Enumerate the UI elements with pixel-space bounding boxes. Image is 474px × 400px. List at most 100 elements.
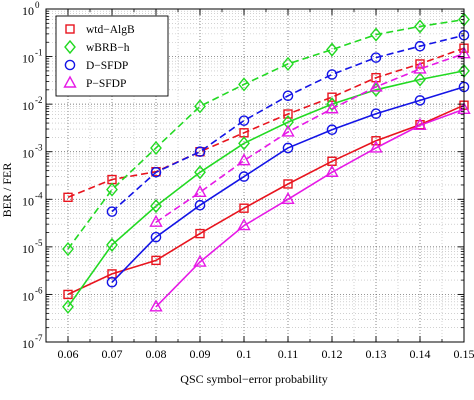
data-point [369, 140, 383, 153]
data-point [282, 90, 294, 102]
data-point [149, 214, 163, 227]
series-circle-fer [106, 29, 470, 217]
data-point [63, 289, 73, 300]
legend-label: P−SFDP [86, 78, 126, 90]
plot-frame [45, 8, 465, 343]
data-point [149, 299, 163, 312]
data-point [370, 27, 382, 42]
data-point [413, 61, 427, 74]
data-point [415, 59, 425, 69]
data-point [237, 153, 251, 166]
y-tick-label-exponent: -6 [35, 285, 43, 295]
series-circle-ber [106, 81, 470, 288]
series-layer [62, 12, 471, 314]
y-tick-label-base: 10 [22, 52, 34, 66]
series-line [155, 52, 465, 223]
data-point [282, 142, 294, 154]
series-line [111, 34, 465, 213]
series-line [67, 18, 465, 250]
data-point [370, 52, 382, 63]
legend: wtd−AlgB wBRB−h D−SFDP P−SFDP [55, 15, 169, 97]
series-line [155, 108, 465, 308]
y-axis-label: BER / FER [0, 163, 14, 218]
data-point [283, 109, 293, 119]
data-point [326, 124, 338, 136]
series-line [67, 70, 465, 308]
series-line [67, 104, 465, 296]
y-tick-label-exponent: -3 [35, 143, 43, 153]
y-tick-label-exponent: 0 [35, 0, 40, 10]
data-point [194, 199, 206, 211]
x-tick-label: 0.09 [190, 347, 211, 361]
series-triangle-ber [149, 101, 471, 312]
y-tick-label-exponent: -4 [35, 190, 43, 200]
x-tick-label: 0.1 [237, 347, 252, 361]
legend-item: D−SFDP [64, 59, 128, 72]
data-point [370, 108, 382, 119]
data-point [194, 99, 206, 114]
data-point [371, 136, 381, 146]
data-point [282, 56, 294, 72]
legend-item: wBRB−h [64, 39, 130, 55]
data-point [237, 218, 251, 231]
y-tick-label-base: 10 [22, 194, 34, 208]
data-point [326, 69, 338, 80]
y-tick-label-base: 10 [22, 337, 34, 351]
x-tick-label: 0.15 [454, 347, 474, 361]
y-tick-label-base: 10 [22, 99, 34, 113]
data-point [325, 164, 339, 177]
legend-label: wBRB−h [86, 42, 130, 54]
y-tick-label-base: 10 [22, 289, 34, 303]
legend-marker-diamond [64, 39, 76, 55]
legend-item: P−SFDP [63, 75, 126, 90]
legend-label: D−SFDP [86, 60, 128, 72]
data-point [193, 184, 207, 198]
x-tick-label: 0.12 [322, 347, 343, 361]
data-point [369, 79, 383, 92]
legend-label: wtd−AlgB [86, 24, 135, 36]
x-axis-label: QSC symbol−error probability [180, 372, 327, 386]
data-point [150, 231, 162, 243]
data-point [283, 179, 293, 189]
data-point [195, 228, 205, 239]
x-tick-label: 0.11 [278, 347, 299, 361]
data-point [281, 124, 295, 137]
data-point [414, 19, 426, 34]
data-point [62, 299, 74, 314]
x-tick-label: 0.13 [366, 347, 387, 361]
series-line [67, 47, 465, 199]
data-point [106, 276, 118, 288]
data-point [193, 254, 207, 267]
data-point [62, 241, 74, 257]
data-point [238, 136, 250, 151]
x-tick-label: 0.06 [58, 347, 79, 361]
data-point [282, 114, 294, 130]
data-point [150, 198, 162, 214]
data-point [325, 101, 339, 114]
data-point [106, 206, 118, 217]
data-point [239, 203, 249, 213]
y-tick-label-exponent: -2 [35, 95, 43, 105]
y-tick-label-base: 10 [22, 147, 34, 161]
legend-item: wtd−AlgB [65, 24, 135, 36]
x-tick-label: 0.07 [102, 347, 123, 361]
data-point [106, 237, 118, 252]
data-point [150, 140, 162, 156]
y-tick-label-exponent: -7 [35, 333, 43, 343]
data-point [63, 192, 73, 203]
y-tick-label-exponent: -1 [35, 48, 43, 58]
data-point [414, 95, 426, 106]
legend-marker-square [65, 24, 75, 34]
data-point [414, 72, 426, 87]
legend-marker-circle [64, 59, 76, 71]
axes: 0.06 0.07 0.08 0.09 0.1 0.11 0.12 0.13 0.14 0.15 1… [22, 0, 474, 361]
data-point [238, 115, 250, 126]
data-point [327, 92, 337, 102]
data-point [151, 255, 161, 266]
data-point [281, 191, 295, 204]
data-point [414, 40, 426, 52]
data-point [194, 146, 206, 158]
y-tick-label-base: 10 [22, 242, 34, 256]
data-point [238, 171, 250, 182]
